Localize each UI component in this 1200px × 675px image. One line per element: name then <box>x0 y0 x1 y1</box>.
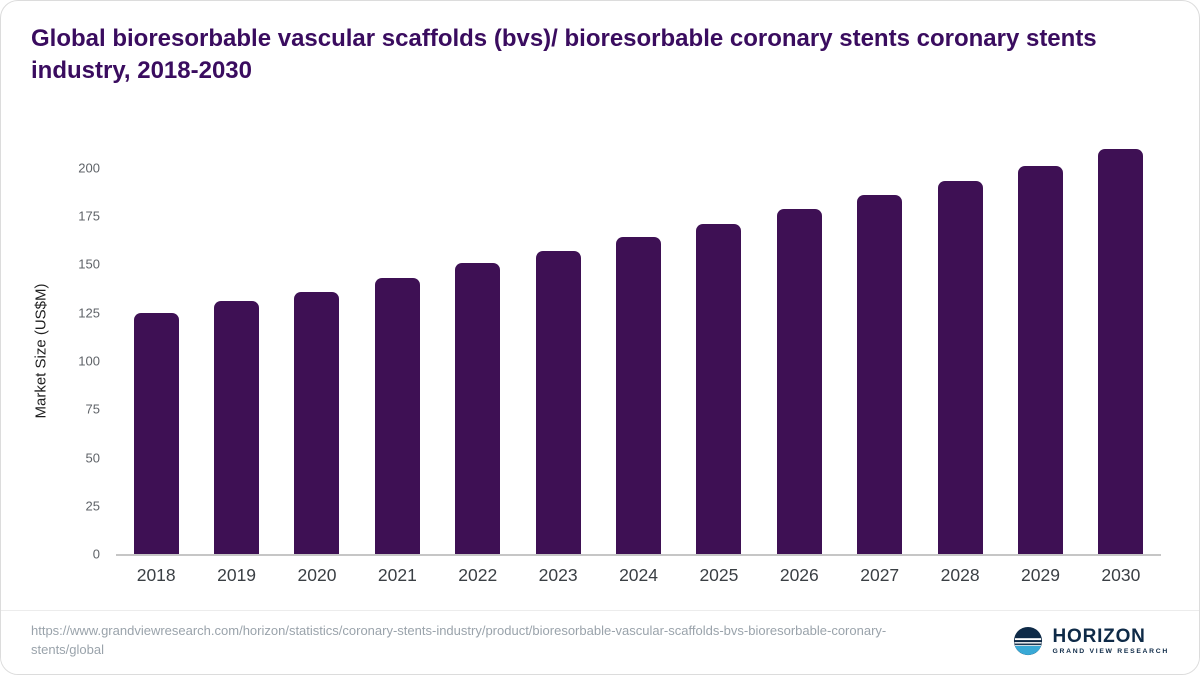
bar-2024 <box>616 237 662 554</box>
bar-2020 <box>294 291 340 554</box>
bar-column <box>196 141 276 554</box>
logo-subtitle: GRAND VIEW RESEARCH <box>1052 648 1169 656</box>
bar-column <box>1081 141 1161 554</box>
y-tick-label: 125 <box>78 305 100 321</box>
bar-2026 <box>776 208 822 554</box>
bar-2023 <box>535 250 581 554</box>
x-tick-label: 2027 <box>860 565 900 585</box>
y-tick-label: 75 <box>85 401 100 417</box>
bars-row <box>116 141 1161 554</box>
footer: https://www.grandviewresearch.com/horizo… <box>1 610 1199 674</box>
source-url: https://www.grandviewresearch.com/horizo… <box>31 623 887 658</box>
logo-text: HORIZON GRAND VIEW RESEARCH <box>1052 627 1169 655</box>
plot-area: 0 25 50 75 100 125 150 175 200 <box>78 141 1161 562</box>
bar-2029 <box>1017 166 1063 554</box>
bar-column <box>518 141 598 554</box>
logo-name: HORIZON <box>1052 626 1146 648</box>
y-tick-label: 50 <box>85 450 100 465</box>
x-tick-label: 2025 <box>699 565 739 585</box>
bar-2019 <box>214 301 260 554</box>
horizon-globe-icon <box>1013 626 1043 656</box>
x-tick-label: 2018 <box>136 565 176 585</box>
bar-column <box>116 141 196 554</box>
bar-2025 <box>696 223 742 554</box>
bar-column <box>920 141 1000 554</box>
y-tick-label: 200 <box>78 160 100 176</box>
y-tick-label: 0 <box>92 546 100 562</box>
bar-2028 <box>937 181 983 554</box>
bar-column <box>759 141 839 554</box>
x-tick-label: 2022 <box>458 565 498 585</box>
bar-2021 <box>374 277 420 554</box>
x-tick-label: 2028 <box>940 565 980 585</box>
bar-2030 <box>1098 148 1144 554</box>
bar-2027 <box>857 194 903 554</box>
bar-column <box>679 141 759 554</box>
y-tick-label: 150 <box>78 256 100 272</box>
bar-column <box>1000 141 1080 554</box>
bar-column <box>438 141 518 554</box>
bar-column <box>277 141 357 554</box>
x-tick-label: 2024 <box>619 565 658 585</box>
x-tick-label: 2020 <box>297 565 337 585</box>
x-axis-labels: 2018 2019 2020 2021 2022 2023 2024 2025 2026 2027… <box>116 565 1161 586</box>
chart-title: Global bioresorbable vascular scaffolds … <box>31 25 1097 84</box>
bar-column <box>840 141 920 554</box>
x-tick-label: 2026 <box>779 565 819 585</box>
x-tick-label: 2030 <box>1101 565 1141 585</box>
bar-2018 <box>133 312 179 554</box>
y-tick-label: 175 <box>78 208 100 224</box>
x-tick-label: 2021 <box>377 565 417 585</box>
horizon-logo: HORIZON GRAND VIEW RESEARCH <box>1013 626 1169 656</box>
x-tick-label: 2019 <box>217 565 257 585</box>
bar-column <box>357 141 437 554</box>
bar-2022 <box>455 262 501 554</box>
x-tick-label: 2023 <box>538 565 578 585</box>
y-tick-label: 25 <box>85 498 100 514</box>
bar-column <box>598 141 678 554</box>
x-tick-label: 2029 <box>1021 565 1060 585</box>
y-tick-label: 100 <box>78 353 100 369</box>
bar-chart: Market Size (US$M) 0 25 50 75 100 125 150 175 20… <box>33 141 1161 586</box>
y-axis-title: Market Size (US$M) <box>32 283 50 419</box>
